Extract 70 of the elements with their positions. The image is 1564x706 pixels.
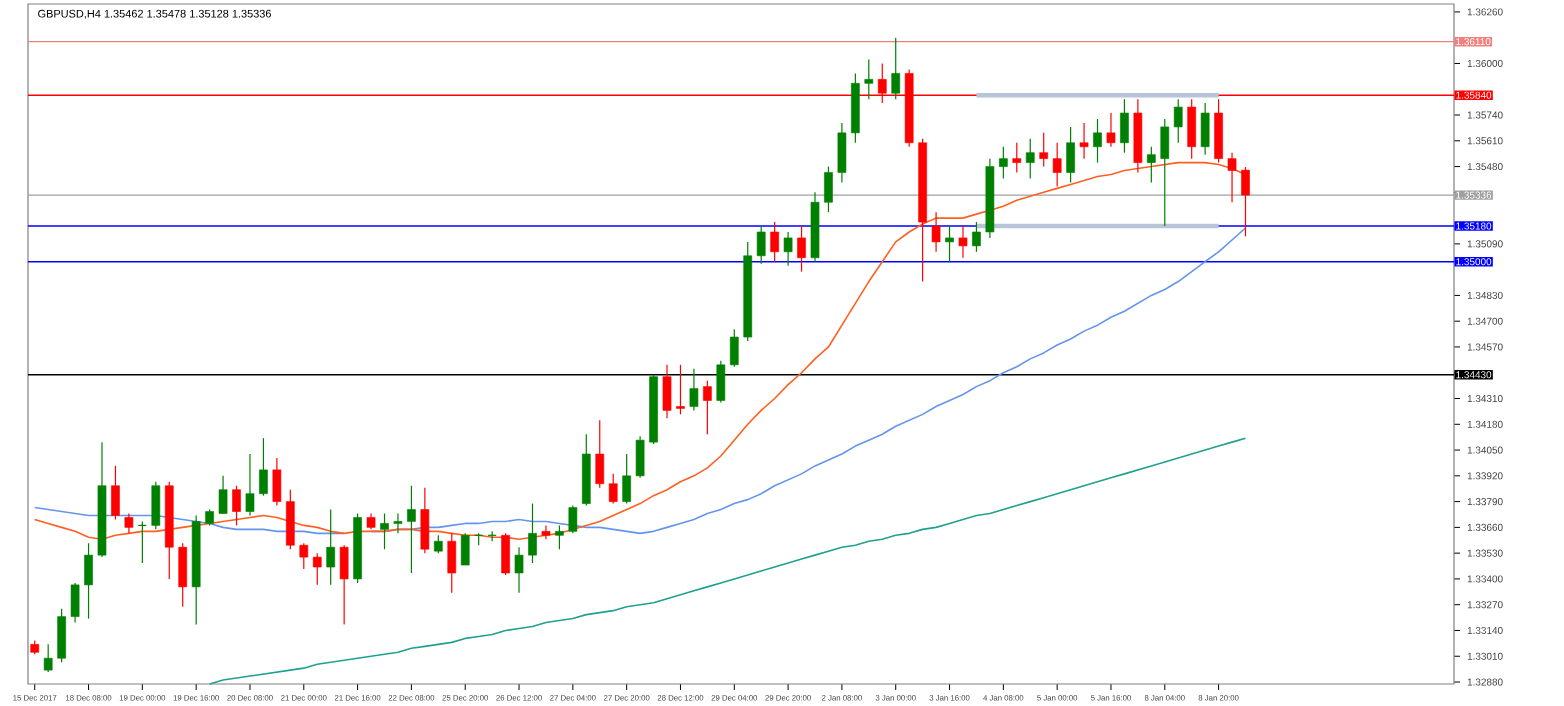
candlestick bbox=[84, 542, 93, 620]
candlestick bbox=[891, 37, 901, 100]
candlestick bbox=[1039, 132, 1049, 168]
candlestick bbox=[111, 465, 120, 521]
candlestick bbox=[972, 221, 981, 253]
candlestick bbox=[232, 485, 241, 526]
candlestick bbox=[689, 368, 699, 412]
candlestick bbox=[380, 512, 389, 550]
candlestick bbox=[756, 225, 766, 265]
candlestick bbox=[797, 225, 806, 273]
candlestick bbox=[703, 380, 712, 435]
candlestick bbox=[528, 502, 537, 564]
candlestick bbox=[245, 453, 255, 517]
candlestick bbox=[286, 489, 295, 550]
candlestick bbox=[1106, 112, 1116, 148]
candlestick bbox=[1173, 98, 1183, 144]
candlestick bbox=[595, 419, 605, 489]
candlestick bbox=[299, 542, 309, 570]
candlestick bbox=[151, 481, 161, 530]
candlestick bbox=[70, 582, 80, 624]
candlestick bbox=[662, 364, 672, 419]
candlestick bbox=[541, 524, 551, 540]
candlestick bbox=[622, 453, 631, 505]
candlestick bbox=[729, 328, 739, 368]
candlestick bbox=[931, 211, 941, 253]
candlestick bbox=[676, 364, 685, 415]
candlestick bbox=[635, 435, 645, 479]
candlestick bbox=[824, 165, 833, 213]
candlestick bbox=[460, 532, 470, 566]
candlestick bbox=[1052, 142, 1062, 187]
candlestick bbox=[999, 146, 1008, 180]
candlestick bbox=[57, 608, 66, 663]
candlestick bbox=[1227, 152, 1237, 203]
candlestick bbox=[218, 475, 228, 515]
candlestick bbox=[783, 231, 793, 267]
candlestick bbox=[1160, 118, 1170, 227]
candlestick bbox=[178, 542, 188, 608]
candlestick bbox=[407, 485, 416, 574]
candlestick bbox=[958, 225, 968, 259]
candlestick bbox=[716, 360, 726, 404]
candlestick bbox=[1146, 146, 1156, 184]
candlestick bbox=[1187, 98, 1197, 160]
candlestick bbox=[1200, 102, 1210, 156]
candlestick bbox=[864, 58, 874, 100]
candlestick bbox=[1241, 166, 1250, 237]
candlestick bbox=[1120, 98, 1129, 154]
candlestick bbox=[1214, 98, 1223, 164]
candlestick bbox=[272, 457, 282, 507]
candlestick bbox=[326, 508, 336, 586]
candlestick bbox=[43, 643, 53, 673]
candlestick bbox=[259, 437, 268, 497]
candlestick bbox=[393, 512, 403, 534]
candlestick bbox=[555, 524, 564, 550]
candlestick bbox=[447, 532, 457, 594]
candlestick bbox=[568, 504, 578, 534]
candlestick bbox=[124, 512, 134, 534]
candlestick bbox=[1093, 118, 1102, 164]
candlestick bbox=[501, 532, 510, 576]
candlestick bbox=[420, 487, 430, 554]
candlestick bbox=[1012, 142, 1022, 174]
candlestick bbox=[608, 473, 618, 505]
candlestick bbox=[514, 546, 524, 594]
candlestick bbox=[1066, 126, 1075, 184]
candlestick bbox=[339, 544, 349, 626]
candlestick bbox=[1025, 138, 1035, 180]
candlestick bbox=[770, 221, 779, 263]
candlestick bbox=[312, 552, 322, 586]
candlestick bbox=[837, 122, 847, 184]
candlestick bbox=[1079, 122, 1089, 160]
candlestick bbox=[945, 225, 954, 263]
